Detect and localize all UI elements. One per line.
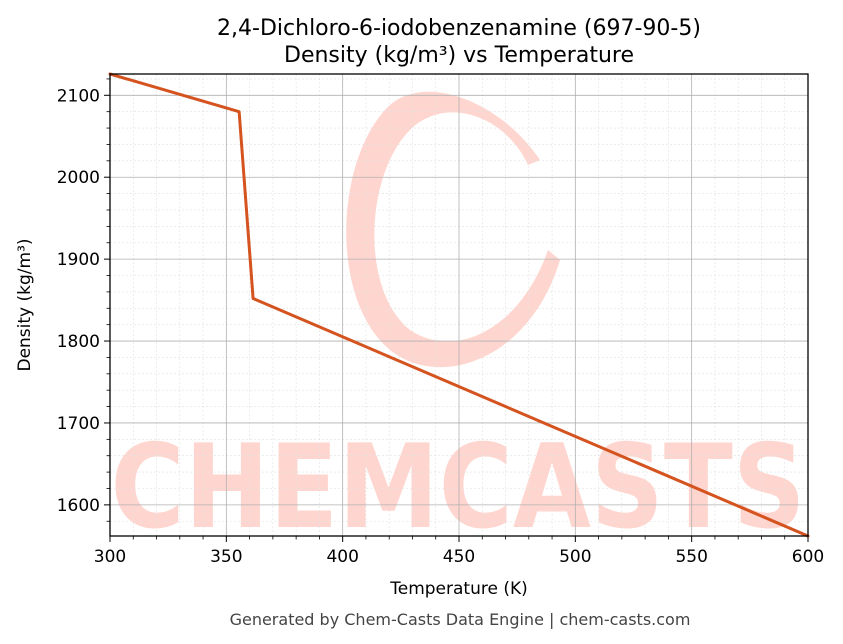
- y-axis-label: Density (kg/m³): [15, 238, 35, 371]
- x-tick-label: 400: [326, 547, 358, 567]
- x-tick-label: 500: [559, 547, 591, 567]
- density-line: [108, 72, 810, 538]
- plot-frame: [109, 73, 809, 537]
- chart-subtitle: Density (kg/m³) vs Temperature: [284, 43, 634, 68]
- x-tick-label: 550: [675, 547, 707, 567]
- watermark-text: CHEMCASTS: [111, 420, 806, 555]
- y-tick-label: 1800: [57, 332, 100, 352]
- x-tick-label: 300: [94, 547, 126, 567]
- y-tick-label: 1700: [57, 414, 100, 434]
- data-point: [237, 110, 241, 113]
- footer-credit: Generated by Chem-Casts Data Engine | ch…: [230, 610, 691, 629]
- x-tick-label: 600: [792, 547, 824, 567]
- x-tick-label: 450: [443, 547, 475, 567]
- x-tick-label: 350: [210, 547, 242, 567]
- y-tick-label: 2000: [57, 168, 100, 188]
- data-point: [251, 297, 255, 300]
- y-tick-label: 1900: [57, 250, 100, 270]
- ticks: 300 350 400 450 500 550 600 1600 1700 1800 1900 200…: [57, 78, 824, 567]
- x-axis-label: Temperature (K): [389, 579, 528, 599]
- chart-title: 2,4-Dichloro-6-iodobenzenamine (697-90-5…: [217, 16, 701, 41]
- y-tick-label: 2100: [57, 86, 100, 106]
- y-tick-label: 1600: [57, 496, 100, 516]
